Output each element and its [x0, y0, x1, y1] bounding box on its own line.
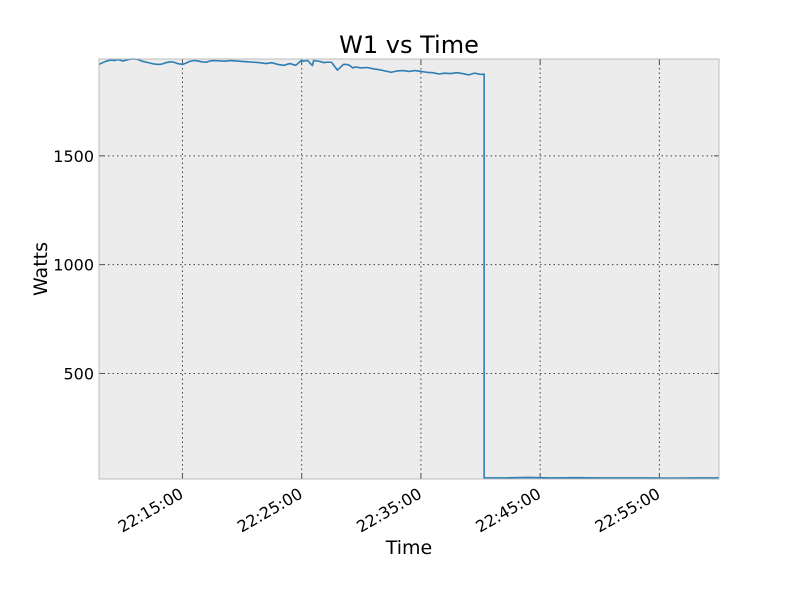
x-tick-label: 22:55:00	[592, 484, 664, 536]
x-tick-label: 22:25:00	[234, 484, 306, 536]
x-tick-label: 22:45:00	[472, 484, 544, 536]
x-tick-labels: 22:15:00 22:25:00 22:35:00 22:45:00 22:55:00	[115, 484, 664, 536]
plot-background	[99, 59, 719, 479]
y-tick-labels: 500 1000 1500	[53, 147, 94, 384]
y-tick-label: 1500	[53, 147, 94, 166]
series-line-w1	[98, 58, 719, 479]
y-tick-label: 1000	[53, 256, 94, 275]
x-tick-label: 22:15:00	[115, 484, 187, 536]
y-tick-label: 500	[63, 364, 94, 383]
x-axis-label: Time	[385, 537, 433, 559]
x-tick-label: 22:35:00	[353, 484, 425, 536]
plot-frame	[98, 58, 720, 480]
y-axis-label: Watts	[30, 242, 52, 296]
chart-title: W1 vs Time	[339, 31, 479, 59]
